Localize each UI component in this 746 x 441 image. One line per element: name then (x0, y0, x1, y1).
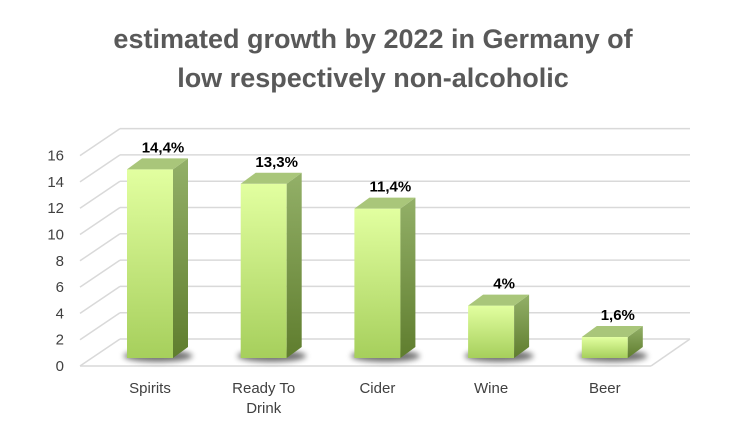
chart-title-line-1: estimated growth by 2022 in Germany of (113, 24, 633, 54)
x-category-label: Cider (359, 380, 395, 397)
gridline-side (79, 180, 121, 209)
bar-top (581, 326, 643, 338)
x-category-label: Beer (589, 380, 621, 397)
data-label: 13,3% (255, 154, 298, 171)
bar-front (468, 305, 515, 358)
gridline-side (79, 154, 121, 183)
bar-side (514, 294, 530, 358)
gridline-side (79, 206, 121, 236)
y-tick-label: 4 (56, 305, 64, 322)
floor-right-edge (650, 338, 691, 367)
bar-side (173, 158, 188, 358)
data-label: 14,4% (142, 139, 185, 156)
gridline-side (79, 127, 121, 157)
bar-front (581, 337, 628, 358)
data-label: 11,4% (370, 179, 412, 196)
gridline-side (79, 259, 121, 288)
gridline-side (79, 338, 121, 367)
bar-top (127, 158, 188, 170)
y-tick-label: 8 (56, 253, 64, 270)
bar-side (627, 326, 643, 358)
bar-front (354, 208, 401, 358)
y-tick-label: 0 (56, 358, 64, 375)
data-label: 1,6% (601, 307, 635, 324)
x-category-label: Spirits (129, 380, 171, 397)
data-label: 4% (493, 276, 515, 293)
bar-side (400, 197, 416, 358)
bar-side (286, 172, 302, 358)
y-tick-label: 14 (47, 174, 64, 191)
bar-top (240, 172, 302, 184)
bar-top (468, 294, 530, 306)
y-tick-label: 16 (47, 148, 64, 165)
bar-front (240, 183, 287, 358)
x-category-label: Wine (474, 380, 508, 397)
y-tick-label: 12 (47, 200, 64, 217)
gridline-side (79, 233, 121, 262)
x-category-label: Drink (246, 400, 282, 417)
y-tick-label: 2 (56, 332, 64, 349)
bar-top (354, 197, 416, 209)
gridline-side (79, 285, 121, 315)
x-category-label: Ready To (232, 380, 295, 397)
y-tick-label: 10 (47, 227, 64, 244)
y-tick-label: 6 (56, 279, 64, 296)
bar-front (127, 169, 173, 358)
gridline-side (79, 312, 121, 341)
chart-title-line-2: low respectively non-alcoholic (177, 63, 569, 93)
